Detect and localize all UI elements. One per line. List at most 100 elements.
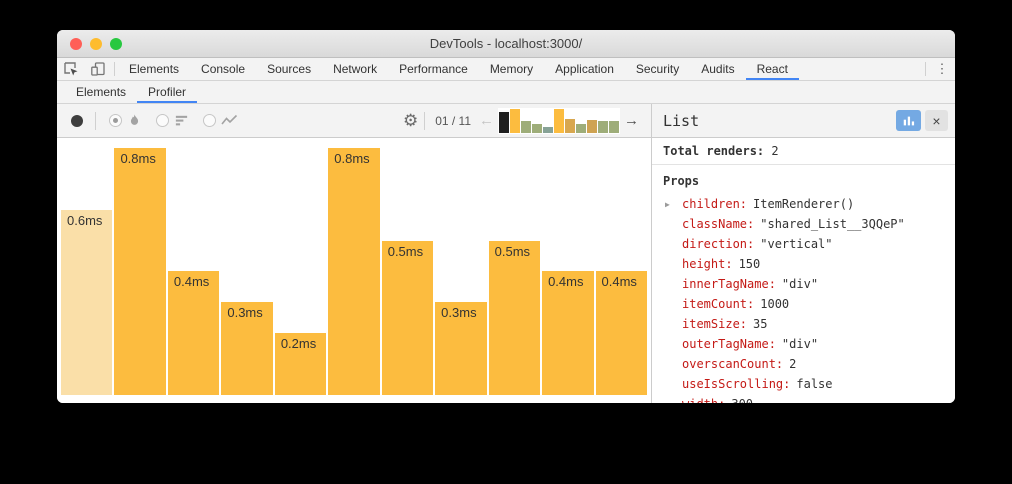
more-options-button[interactable]: ⋮ [929,58,955,80]
prop-key: innerTagName: [682,277,776,291]
tab-elements[interactable]: Elements [129,62,180,76]
prop-value: "div" [781,277,819,291]
bar-duration-label: 0.2ms [280,336,317,351]
mini-commit-bar-6[interactable] [554,108,564,133]
bar-duration-label: 0.4ms [173,274,210,289]
component-header: List × [652,104,955,138]
device-toolbar-icon [90,61,106,77]
commit-bar-2[interactable]: 0.8ms [114,148,166,395]
traffic-lights [70,38,122,50]
tab-application[interactable]: Application [555,62,614,76]
ranked-mode-toggle[interactable] [156,113,189,128]
commit-bar-10[interactable]: 0.4ms [542,271,594,395]
prop-row-innerTagName: innerTagName: "div" [663,274,955,294]
previous-commit-button[interactable]: ← [479,113,494,128]
left-arrow-icon: ← [479,112,494,129]
profiler-content: ⚙ 01 / 11 ← → 0.6ms 0.8ms 0.4ms 0.3ms 0.2ms 0… [57,104,955,403]
mini-commit-bar-7[interactable] [565,118,575,133]
mini-commit-bar-2[interactable] [510,108,520,133]
commit-bar-1[interactable]: 0.6ms [61,210,113,395]
bar-duration-label: 0.3ms [227,305,263,320]
toolbar-divider [925,62,926,76]
mini-commit-bar-5[interactable] [543,126,553,133]
close-details-button[interactable]: × [925,110,948,131]
expand-triangle-icon[interactable]: ▶ [665,199,670,209]
tab-network[interactable]: Network [333,62,378,76]
subtab-elements[interactable]: Elements [76,85,127,99]
inspect-element-button[interactable] [57,58,84,80]
tab-performance[interactable]: Performance [399,62,468,76]
props-section: Props ▶ children: ItemRenderer() className:… [652,165,955,403]
prop-row-children: ▶ children: ItemRenderer() [663,194,955,214]
interactions-mode-toggle[interactable] [203,113,238,128]
total-renders-value: 2 [771,144,779,158]
commit-bar-9[interactable]: 0.5ms [488,241,541,395]
render-duration-chart: 0.6ms 0.8ms 0.4ms 0.3ms 0.2ms 0.8ms 0.5ms 0.3ms… [57,138,651,395]
prop-row-useIsScrolling: useIsScrolling: false [663,374,955,394]
minimize-window-button[interactable] [90,38,102,50]
device-toolbar-button[interactable] [84,58,111,80]
sub-tabs: Elements Profiler [65,81,197,103]
prop-row-width: width: 300 [663,394,955,403]
mini-commit-bar-9[interactable] [587,119,597,133]
bar-duration-label: 0.4ms [601,274,637,289]
mini-commit-bar-4[interactable] [532,123,542,133]
view-component-chart-button[interactable] [896,110,921,131]
flamegraph-mode-toggle[interactable] [109,113,142,128]
ranked-bars-icon [174,113,189,128]
bar-duration-label: 0.8ms [120,151,156,166]
tab-react[interactable]: React [746,58,799,80]
record-button[interactable] [71,114,83,127]
tab-sources[interactable]: Sources [267,62,312,76]
commit-bar-3[interactable]: 0.4ms [167,271,220,395]
prop-row-className: className: "shared_List__3QQeP" [663,214,955,234]
commit-bar-8[interactable]: 0.3ms [435,302,487,395]
toolbar-divider [424,111,426,130]
prop-value: ItemRenderer() [753,197,855,211]
close-window-button[interactable] [70,38,82,50]
tab-security[interactable]: Security [635,62,680,76]
prop-value: 300 [731,397,753,403]
gear-icon: ⚙ [402,111,419,130]
main-tab-bar: Elements Console Sources Network Performance… [57,58,955,81]
subtab-profiler[interactable]: Profiler [137,81,197,103]
mini-commit-bar-3[interactable] [521,120,531,133]
close-icon: × [932,112,941,129]
prop-value: "shared_List__3QQeP" [760,217,905,231]
right-arrow-icon: → [624,112,639,129]
ranked-radio[interactable] [156,114,169,127]
commit-bar-4[interactable]: 0.3ms [221,302,273,395]
commit-counter: 01 / 11 [435,113,471,128]
commit-selector-strip[interactable] [498,107,620,134]
commit-bar-7[interactable]: 0.5ms [381,241,434,395]
prop-key: width: [682,397,725,403]
mini-commit-bar-11[interactable] [609,120,619,133]
flamegraph-radio[interactable] [109,114,122,127]
bar-duration-label: 0.3ms [441,305,477,320]
commit-bar-5[interactable]: 0.2ms [274,333,327,395]
prop-row-itemSize: itemSize: 35 [663,314,955,334]
zoom-window-button[interactable] [110,38,122,50]
tab-memory[interactable]: Memory [489,62,534,76]
prop-key: overscanCount: [682,357,784,371]
chart-pane: ⚙ 01 / 11 ← → 0.6ms 0.8ms 0.4ms 0.3ms 0.2ms 0… [57,104,651,403]
next-commit-button[interactable]: → [624,113,639,128]
total-renders-label: Total renders: [663,144,765,158]
total-renders-row: Total renders: 2 [652,138,955,165]
mini-commit-bar-10[interactable] [598,120,608,133]
devtools-window: DevTools - localhost:3000/ Elements Conso… [57,30,955,403]
main-tabs: Elements Console Sources Network Performance… [118,58,799,80]
commit-bar-11[interactable]: 0.4ms [595,271,647,395]
bar-duration-label: 0.6ms [67,213,103,228]
bar-duration-label: 0.5ms [387,244,424,259]
title-bar: DevTools - localhost:3000/ [57,30,955,58]
interactions-radio[interactable] [203,114,216,127]
mini-commit-bar-8[interactable] [576,123,586,133]
component-name: List [663,111,700,130]
settings-button[interactable]: ⚙ [403,112,418,129]
commit-bar-6[interactable]: 0.8ms [328,148,380,395]
tab-audits[interactable]: Audits [701,62,735,76]
mini-commit-bar-1[interactable] [499,111,509,133]
tab-console[interactable]: Console [201,62,246,76]
prop-row-outerTagName: outerTagName: "div" [663,334,955,354]
